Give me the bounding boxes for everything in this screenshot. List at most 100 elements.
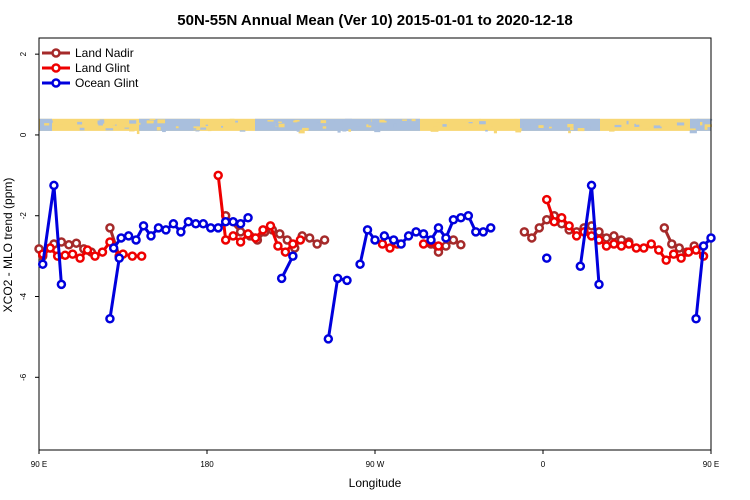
data-point-land-glint xyxy=(295,235,306,245)
data-point-land-nadir xyxy=(319,235,330,245)
map-texture xyxy=(374,129,381,133)
data-point-land-glint xyxy=(418,239,429,249)
data-point-land-nadir xyxy=(275,229,285,239)
data-point-ocean-glint xyxy=(575,261,586,271)
map-texture xyxy=(586,125,591,130)
data-point-land-glint xyxy=(288,239,298,249)
data-point-land-glint xyxy=(676,253,686,263)
data-point-land-nadir xyxy=(235,227,246,237)
data-point-ocean-glint xyxy=(243,212,253,223)
map-texture xyxy=(639,125,643,128)
map-texture xyxy=(205,124,209,127)
data-point-land-glint xyxy=(661,255,671,265)
data-point-ocean-glint xyxy=(594,279,604,290)
data-point-land-nadir xyxy=(304,233,315,243)
data-point-ocean-glint xyxy=(168,219,179,229)
map-texture xyxy=(449,120,454,123)
map-texture xyxy=(137,122,141,125)
series-line-ocean-glint xyxy=(358,228,377,265)
map-texture xyxy=(600,127,607,131)
data-point-ocean-glint xyxy=(131,235,141,245)
map-texture xyxy=(371,119,377,123)
data-point-ocean-glint xyxy=(388,235,399,245)
series-ocean-glint xyxy=(37,180,716,344)
map-texture xyxy=(479,121,486,125)
map-texture xyxy=(490,122,494,127)
data-point-land-glint xyxy=(280,247,291,257)
map-texture xyxy=(368,125,372,128)
series-line-ocean-glint xyxy=(326,276,348,340)
map-texture xyxy=(435,122,442,125)
x-tick-label: 90 W xyxy=(366,460,385,469)
map-texture xyxy=(653,125,662,129)
data-point-land-glint xyxy=(624,239,634,249)
data-point-land-glint xyxy=(258,225,268,235)
map-texture xyxy=(433,126,439,129)
x-tick-label: 90 E xyxy=(31,460,47,469)
data-point-land-glint xyxy=(45,243,55,253)
map-texture xyxy=(430,128,439,132)
data-point-ocean-glint xyxy=(56,279,67,290)
data-point-land-glint xyxy=(90,251,100,261)
data-point-land-glint xyxy=(683,247,694,257)
data-point-land-nadir xyxy=(541,215,552,225)
map-texture xyxy=(322,126,327,129)
data-point-land-glint xyxy=(243,229,253,239)
map-texture xyxy=(123,128,131,131)
data-point-ocean-glint xyxy=(463,210,474,221)
map-texture xyxy=(40,122,45,127)
map-texture xyxy=(142,127,149,131)
map-texture xyxy=(614,124,622,128)
data-point-ocean-glint xyxy=(478,227,489,237)
legend-marker xyxy=(51,48,61,58)
map-texture xyxy=(567,123,574,128)
map-texture xyxy=(384,119,390,121)
map-texture xyxy=(156,126,161,131)
map-texture xyxy=(296,128,300,132)
map-texture xyxy=(644,125,650,129)
data-point-ocean-glint xyxy=(433,223,444,233)
data-point-ocean-glint xyxy=(698,241,709,251)
data-point-ocean-glint xyxy=(37,259,48,269)
map-texture xyxy=(635,122,640,125)
data-point-land-glint xyxy=(136,251,147,261)
data-point-ocean-glint xyxy=(138,221,149,231)
data-point-ocean-glint xyxy=(191,219,201,229)
legend-label: Land Glint xyxy=(75,61,130,75)
map-texture xyxy=(43,123,50,126)
data-point-ocean-glint xyxy=(108,243,119,253)
legend-item-land-nadir: Land Nadir xyxy=(42,46,134,60)
data-point-ocean-glint xyxy=(176,227,186,237)
map-texture xyxy=(696,118,700,122)
data-point-land-glint xyxy=(646,239,657,249)
data-point-ocean-glint xyxy=(362,225,373,235)
data-point-land-nadir xyxy=(659,223,670,233)
map-texture xyxy=(538,125,544,129)
data-point-land-glint xyxy=(75,253,85,263)
legend-marker xyxy=(51,78,61,88)
map-texture xyxy=(98,122,103,126)
map-texture xyxy=(193,126,201,131)
map-texture xyxy=(105,128,114,131)
map-texture xyxy=(568,130,571,134)
map-texture xyxy=(157,119,166,124)
map-texture xyxy=(221,125,224,128)
map-texture xyxy=(124,127,132,129)
data-point-ocean-glint xyxy=(161,225,171,235)
data-point-land-glint xyxy=(377,239,388,249)
data-point-ocean-glint xyxy=(213,223,223,233)
map-texture xyxy=(577,128,585,132)
map-texture xyxy=(239,130,246,132)
data-point-ocean-glint xyxy=(220,217,231,227)
map-texture xyxy=(247,126,250,130)
chart-title: 50N-55N Annual Mean (Ver 10) 2015-01-01 … xyxy=(177,12,572,29)
y-tick-label: 0 xyxy=(19,132,28,137)
legend-marker xyxy=(51,63,61,73)
map-texture xyxy=(515,128,522,132)
data-point-ocean-glint xyxy=(396,239,406,249)
data-point-land-nadir xyxy=(64,240,74,250)
map-texture xyxy=(704,126,708,130)
map-texture xyxy=(136,130,140,135)
map-texture xyxy=(149,118,156,121)
map-texture xyxy=(700,121,703,126)
